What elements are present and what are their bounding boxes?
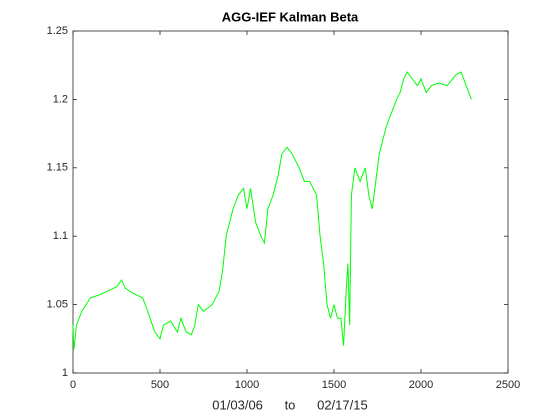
plot-area bbox=[72, 30, 509, 374]
y-tick-label: 1.25 bbox=[47, 25, 68, 37]
x-tick-label: 500 bbox=[151, 379, 169, 391]
chart-title: AGG-IEF Kalman Beta bbox=[222, 9, 359, 24]
y-tick-label: 1 bbox=[62, 367, 68, 379]
y-tick-label: 1.15 bbox=[47, 162, 68, 174]
x-axis-label: 01/03/06 to 02/17/15 bbox=[212, 397, 367, 412]
x-tick-label: 2000 bbox=[409, 379, 433, 391]
y-tick-label: 1.1 bbox=[53, 230, 68, 242]
x-tick-label: 1500 bbox=[322, 379, 346, 391]
x-tick-label: 1000 bbox=[235, 379, 259, 391]
line-series bbox=[72, 71, 472, 350]
y-tick-label: 1.05 bbox=[47, 299, 68, 311]
x-tick-label: 0 bbox=[70, 379, 76, 391]
y-tick-label: 1.2 bbox=[53, 93, 68, 105]
x-tick-label: 2500 bbox=[496, 379, 520, 391]
